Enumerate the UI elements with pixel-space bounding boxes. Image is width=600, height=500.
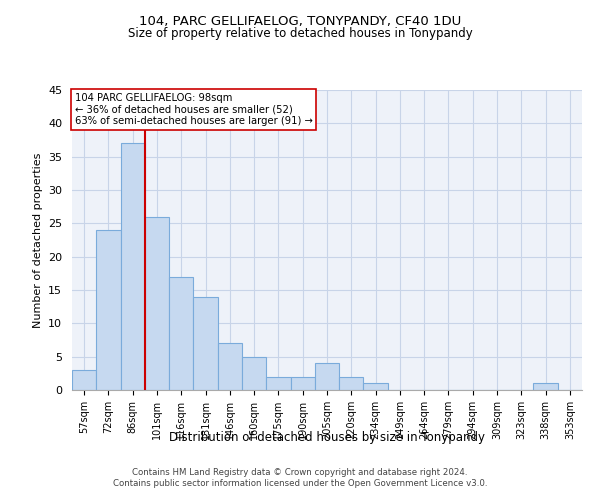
Y-axis label: Number of detached properties: Number of detached properties	[32, 152, 43, 328]
Text: Contains HM Land Registry data © Crown copyright and database right 2024.
Contai: Contains HM Land Registry data © Crown c…	[113, 468, 487, 487]
Text: 104, PARC GELLIFAELOG, TONYPANDY, CF40 1DU: 104, PARC GELLIFAELOG, TONYPANDY, CF40 1…	[139, 15, 461, 28]
Bar	[218, 344, 242, 390]
Bar	[193, 296, 218, 390]
Text: 104 PARC GELLIFAELOG: 98sqm
← 36% of detached houses are smaller (52)
63% of sem: 104 PARC GELLIFAELOG: 98sqm ← 36% of det…	[74, 93, 313, 126]
Bar	[121, 144, 145, 390]
Text: Distribution of detached houses by size in Tonypandy: Distribution of detached houses by size …	[169, 431, 485, 444]
Bar	[72, 370, 96, 390]
Bar	[266, 376, 290, 390]
Bar	[242, 356, 266, 390]
Bar	[339, 376, 364, 390]
Bar	[315, 364, 339, 390]
Bar	[290, 376, 315, 390]
Bar	[533, 384, 558, 390]
Bar	[364, 384, 388, 390]
Text: Size of property relative to detached houses in Tonypandy: Size of property relative to detached ho…	[128, 28, 472, 40]
Bar	[96, 230, 121, 390]
Bar	[145, 216, 169, 390]
Bar	[169, 276, 193, 390]
